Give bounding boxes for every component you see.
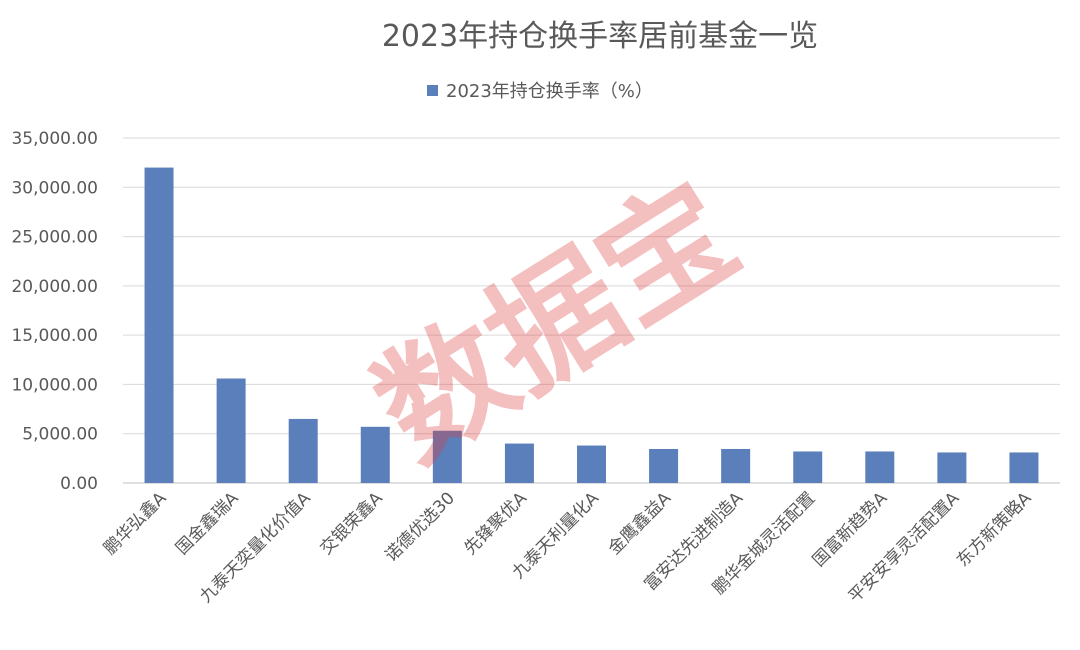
y-tick-label: 5,000.00 <box>22 425 98 445</box>
watermark-text: 数据宝 <box>351 154 762 490</box>
x-category-label: 金鹰鑫益A <box>605 488 676 559</box>
y-tick-label: 10,000.00 <box>11 375 98 395</box>
y-axis-ticks: 0.00 5,000.00 10,000.00 15,000.00 20,000.00 2… <box>11 129 98 494</box>
y-tick-label: 25,000.00 <box>11 228 98 248</box>
x-category-label: 交银荣鑫A <box>316 488 387 559</box>
bar <box>504 443 534 483</box>
x-category-label: 国金鑫瑞A <box>172 488 243 559</box>
bar <box>432 430 462 483</box>
y-tick-label: 30,000.00 <box>11 178 98 198</box>
y-tick-label: 20,000.00 <box>11 277 98 297</box>
y-tick-label: 15,000.00 <box>11 326 98 346</box>
x-category-label: 先锋聚优A <box>461 488 532 559</box>
x-category-label: 鹏华弘鑫A <box>100 488 171 559</box>
legend: 2023年持仓换手率（%） <box>427 81 653 102</box>
gridlines <box>123 137 1060 484</box>
bar <box>721 448 751 483</box>
bars <box>144 167 1039 484</box>
chart-title: 2023年持仓换手率居前基金一览 <box>382 19 818 54</box>
legend-swatch <box>427 85 438 96</box>
bar <box>360 426 390 483</box>
bar <box>144 167 174 484</box>
legend-label: 2023年持仓换手率（%） <box>446 81 653 102</box>
bar <box>865 451 895 483</box>
y-tick-label: 0.00 <box>60 474 98 494</box>
x-category-label: 东方新策略A <box>953 488 1036 571</box>
y-tick-label: 35,000.00 <box>11 129 98 149</box>
bar <box>937 452 967 483</box>
bar <box>649 448 679 483</box>
bar <box>1009 452 1039 483</box>
bar <box>793 451 823 483</box>
x-category-label: 诺德优选30 <box>381 488 459 566</box>
bar <box>216 378 246 483</box>
bar <box>577 445 606 483</box>
bar <box>288 418 318 483</box>
